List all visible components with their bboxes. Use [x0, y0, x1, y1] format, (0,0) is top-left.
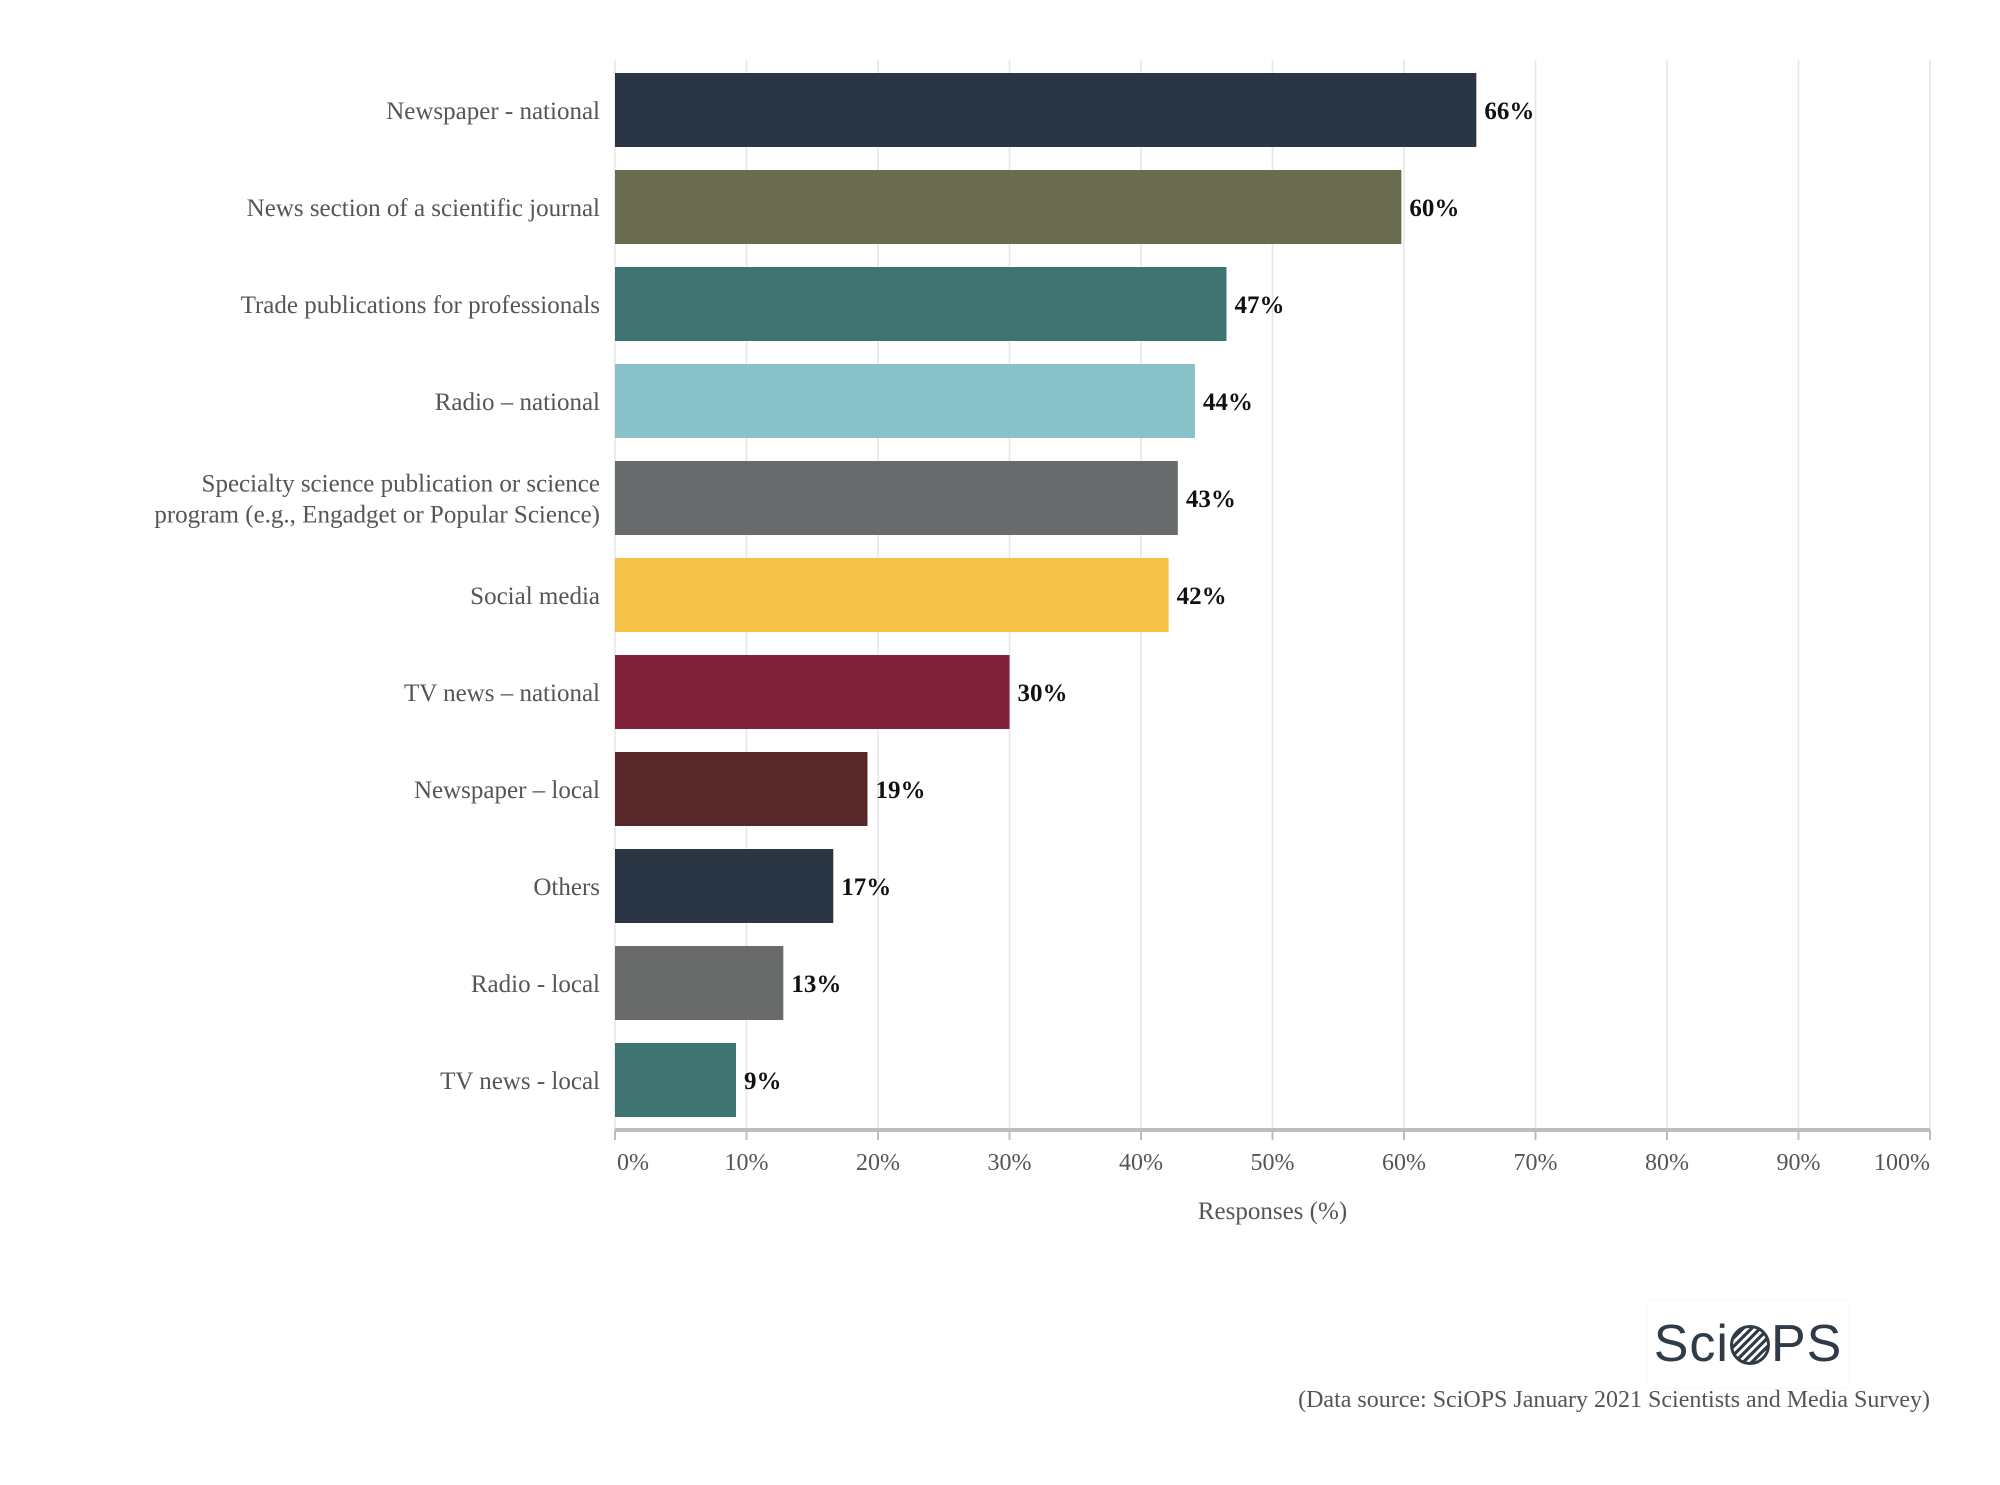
x-tick-label: 0% — [617, 1150, 649, 1176]
x-tick-label: 90% — [1777, 1150, 1821, 1176]
x-tick-label: 20% — [856, 1150, 900, 1176]
data-label: 17% — [841, 874, 891, 901]
x-tick-label: 30% — [988, 1150, 1032, 1176]
category-label: Newspaper - national — [386, 98, 600, 125]
category-label: TV news - local — [440, 1068, 600, 1095]
bar — [615, 946, 784, 1020]
category-label-line: Newspaper – local — [414, 777, 600, 804]
globe-icon — [1729, 1325, 1770, 1365]
x-tick-label: 60% — [1382, 1150, 1426, 1176]
bar — [615, 170, 1402, 244]
source-note: (Data source: SciOPS January 2021 Scient… — [1298, 1387, 1930, 1413]
category-label-line: Social media — [470, 583, 600, 610]
bar — [615, 558, 1169, 632]
category-label: News section of a scientific journal — [247, 195, 600, 222]
sciops-logo: Sci PS — [1648, 1300, 1848, 1388]
x-tick-label: 40% — [1119, 1150, 1163, 1176]
bar — [615, 73, 1477, 147]
category-label-line: Newspaper - national — [386, 98, 600, 125]
bar — [615, 461, 1178, 535]
bar — [615, 752, 868, 826]
bar — [615, 849, 834, 923]
data-label: 13% — [791, 971, 841, 998]
x-tick-label: 80% — [1645, 1150, 1689, 1176]
category-label: Others — [533, 874, 600, 901]
data-label: 9% — [744, 1068, 782, 1095]
category-label: Trade publications for professionals — [241, 292, 600, 319]
category-label: Radio – national — [435, 389, 600, 416]
x-tick-label: 10% — [725, 1150, 769, 1176]
category-label-line: Trade publications for professionals — [241, 292, 600, 319]
data-label: 43% — [1186, 486, 1236, 513]
data-label: 60% — [1409, 195, 1459, 222]
category-label-line: TV news – national — [404, 680, 600, 707]
sciops-logo-text: Sci PS — [1648, 1314, 1848, 1374]
category-label: Social media — [470, 583, 600, 610]
category-label: TV news – national — [404, 680, 600, 707]
data-label: 30% — [1018, 680, 1068, 707]
category-label-line: program (e.g., Engadget or Popular Scien… — [154, 502, 600, 529]
category-label-line: News section of a scientific journal — [247, 195, 600, 222]
data-label: 19% — [875, 777, 925, 804]
bar — [615, 1043, 736, 1117]
category-label-line: Others — [533, 874, 600, 901]
x-axis-title: Responses (%) — [1198, 1198, 1347, 1225]
category-label-line: Radio – national — [435, 389, 600, 416]
data-label: 66% — [1484, 98, 1534, 125]
category-label-line: Specialty science publication or science — [202, 471, 600, 498]
category-label: Newspaper – local — [414, 777, 600, 804]
x-tick-label: 100% — [1874, 1150, 1930, 1176]
logo-suffix: PS — [1770, 1315, 1843, 1373]
data-label: 42% — [1177, 583, 1227, 610]
bar — [615, 364, 1195, 438]
x-tick-label: 70% — [1514, 1150, 1558, 1176]
data-label: 47% — [1234, 292, 1284, 319]
bar — [615, 655, 1010, 729]
category-label-line: TV news - local — [440, 1068, 600, 1095]
category-label: Specialty science publication or science… — [154, 471, 600, 529]
category-label-line: Radio - local — [471, 971, 600, 998]
data-label: 44% — [1203, 389, 1253, 416]
bar — [615, 267, 1227, 341]
category-label: Radio - local — [471, 971, 600, 998]
x-tick-label: 50% — [1251, 1150, 1295, 1176]
logo-prefix: Sci — [1653, 1315, 1729, 1373]
